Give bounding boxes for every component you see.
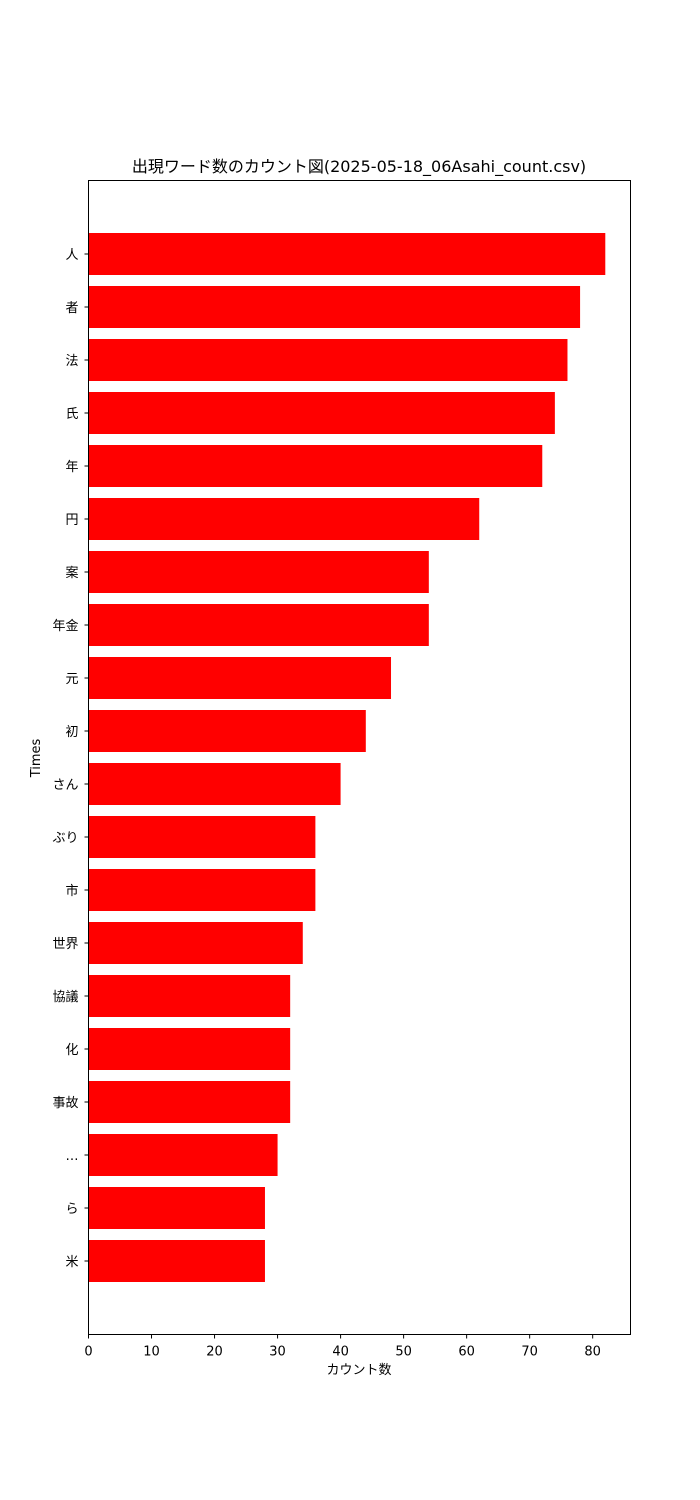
- bar: [88, 498, 480, 540]
- y-tick-label: さん: [52, 778, 78, 793]
- bar: [88, 657, 392, 699]
- x-tick-label: 10: [143, 1345, 160, 1360]
- bar: [88, 1028, 291, 1070]
- y-tick-label: 氏: [65, 407, 78, 422]
- chart-title: 出現ワード数のカウント図(2025-05-18_06Asahi_count.cs…: [132, 157, 586, 177]
- y-tick-label: 年金: [52, 618, 78, 634]
- bar: [88, 551, 429, 593]
- x-axis-ticks: 0 10 20 30 40 50 60 70 80: [84, 1334, 601, 1360]
- y-tick-label: 事故: [52, 1096, 78, 1111]
- x-tick-label: 70: [521, 1345, 538, 1360]
- bar: [88, 286, 581, 328]
- bar: [88, 710, 366, 752]
- y-tick-label: ら: [65, 1202, 78, 1217]
- y-tick-label: 円: [65, 513, 78, 528]
- bars-group: [88, 233, 606, 1282]
- y-tick-label: 世界: [52, 937, 78, 952]
- bar: [88, 392, 555, 434]
- bar: [88, 1240, 265, 1282]
- x-tick-label: 20: [206, 1345, 223, 1360]
- bar: [88, 1081, 291, 1123]
- x-tick-label: 50: [395, 1345, 412, 1360]
- plot-frame: [88, 180, 631, 1335]
- y-axis-label: Times: [29, 738, 44, 778]
- y-tick-label: 協議: [52, 990, 78, 1005]
- bar: [88, 763, 341, 805]
- y-tick-label: 化: [65, 1043, 78, 1058]
- bar: [88, 339, 568, 381]
- y-tick-label: 市: [65, 883, 78, 899]
- x-tick-label: 30: [269, 1345, 286, 1360]
- x-tick-label: 80: [584, 1345, 601, 1360]
- bar: [88, 975, 291, 1017]
- bar: [88, 1134, 278, 1176]
- x-tick-label: 40: [332, 1345, 349, 1360]
- y-tick-label: 米: [65, 1255, 78, 1270]
- y-tick-label: 初: [65, 725, 78, 740]
- y-tick-label: 年: [65, 460, 78, 475]
- bar: [88, 604, 429, 646]
- y-tick-label: 人: [65, 248, 78, 263]
- bar: [88, 445, 543, 487]
- x-axis-label: カウント数: [326, 1363, 391, 1378]
- y-tick-label: ぶり: [52, 831, 78, 846]
- bar: [88, 1187, 265, 1229]
- y-tick-label: 者: [65, 301, 78, 316]
- y-tick-label: …: [66, 1149, 79, 1164]
- bar: [88, 233, 606, 275]
- bar: [88, 869, 316, 911]
- x-tick-label: 0: [84, 1345, 92, 1360]
- bar: [88, 816, 316, 858]
- y-tick-label: 案: [65, 566, 78, 581]
- x-tick-label: 60: [458, 1345, 475, 1360]
- bar: [88, 922, 303, 964]
- y-tick-label: 元: [65, 672, 78, 687]
- y-tick-label: 法: [65, 354, 78, 369]
